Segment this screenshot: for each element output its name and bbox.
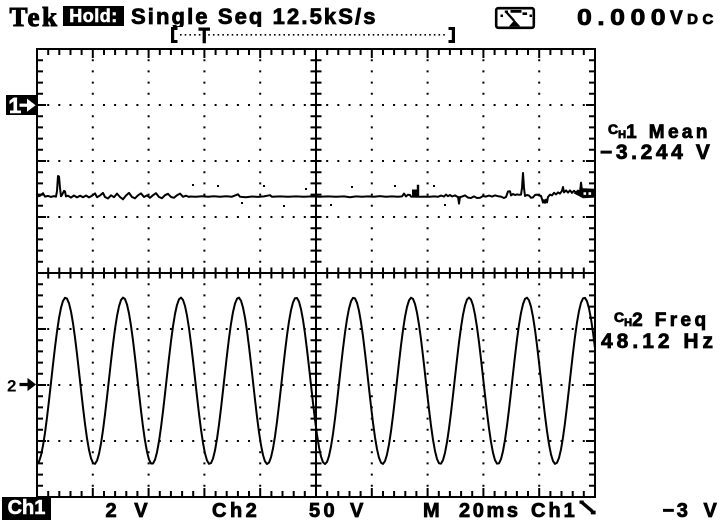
svg-text:2: 2 (7, 377, 16, 396)
